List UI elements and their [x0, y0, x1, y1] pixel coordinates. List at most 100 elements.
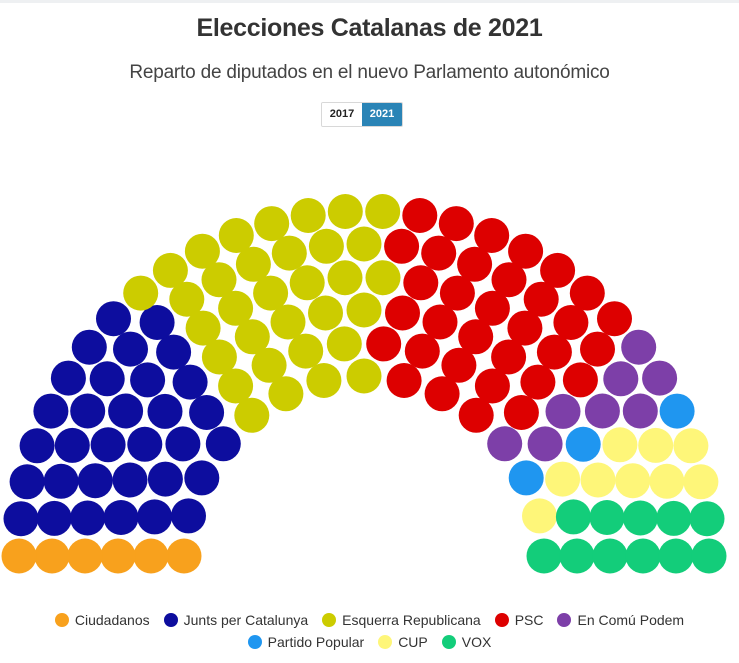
seat-junts-per-catalunya[interactable] — [112, 462, 148, 498]
year-button-2021[interactable]: 2021 — [362, 103, 402, 126]
seat-esquerra-republicana[interactable] — [270, 304, 306, 340]
seat-esquerra-republicana[interactable] — [234, 397, 270, 433]
seat-junts-per-catalunya[interactable] — [127, 426, 163, 462]
legend-item-psc[interactable]: PSC — [494, 612, 543, 628]
seat-vox[interactable] — [559, 538, 595, 574]
seat-esquerra-republicana[interactable] — [152, 252, 188, 288]
seat-esquerra-republicana[interactable] — [327, 260, 363, 296]
seat-esquerra-republicana[interactable] — [185, 310, 221, 346]
seat-junts-per-catalunya[interactable] — [54, 427, 90, 463]
seat-junts-per-catalunya[interactable] — [77, 463, 113, 499]
seat-psc[interactable] — [424, 376, 460, 412]
seat-esquerra-republicana[interactable] — [235, 246, 271, 282]
seat-vox[interactable] — [689, 501, 725, 537]
seat-psc[interactable] — [439, 275, 475, 311]
seat-cup[interactable] — [638, 427, 674, 463]
seat-junts-per-catalunya[interactable] — [108, 393, 144, 429]
seat-ciudadanos[interactable] — [34, 538, 70, 574]
seat-psc[interactable] — [491, 262, 527, 298]
seat-partido-popular[interactable] — [659, 393, 695, 429]
seat-psc[interactable] — [422, 304, 458, 340]
seat-psc[interactable] — [523, 281, 559, 317]
seat-esquerra-republicana[interactable] — [234, 319, 270, 355]
seat-psc[interactable] — [474, 290, 510, 326]
seat-en-com-podem[interactable] — [622, 393, 658, 429]
seat-psc[interactable] — [457, 246, 493, 282]
seat-psc[interactable] — [491, 339, 527, 375]
seat-esquerra-republicana[interactable] — [218, 368, 254, 404]
seat-esquerra-republicana[interactable] — [308, 295, 343, 331]
seat-psc[interactable] — [386, 363, 422, 398]
seat-vox[interactable] — [625, 538, 661, 574]
seat-esquerra-republicana[interactable] — [184, 233, 220, 269]
seat-psc[interactable] — [562, 362, 598, 398]
seat-cup[interactable] — [649, 463, 685, 499]
legend-item-junts[interactable]: Junts per Catalunya — [163, 612, 308, 628]
seat-junts-per-catalunya[interactable] — [165, 426, 201, 462]
seat-esquerra-republicana[interactable] — [365, 194, 401, 229]
seat-en-com-podem[interactable] — [584, 393, 620, 429]
seat-esquerra-republicana[interactable] — [271, 235, 307, 271]
seat-junts-per-catalunya[interactable] — [113, 331, 148, 367]
seat-junts-per-catalunya[interactable] — [205, 426, 241, 462]
seat-vox[interactable] — [589, 500, 625, 535]
seat-cup[interactable] — [683, 464, 719, 500]
seat-junts-per-catalunya[interactable] — [89, 361, 125, 397]
seat-ciudadanos[interactable] — [100, 538, 136, 574]
seat-esquerra-republicana[interactable] — [308, 228, 344, 264]
seat-en-com-podem[interactable] — [545, 393, 581, 429]
legend-item-erc[interactable]: Esquerra Republicana — [322, 612, 481, 628]
legend-item-ciudadanos[interactable]: Ciudadanos — [54, 612, 150, 628]
seat-ciudadanos[interactable] — [1, 538, 37, 574]
seat-esquerra-republicana[interactable] — [251, 347, 287, 383]
seat-en-com-podem[interactable] — [487, 426, 523, 462]
seat-psc[interactable] — [441, 347, 477, 383]
seat-vox[interactable] — [526, 538, 562, 574]
seat-psc[interactable] — [569, 275, 605, 311]
seat-esquerra-republicana[interactable] — [201, 262, 237, 298]
seat-junts-per-catalunya[interactable] — [70, 393, 106, 429]
seat-junts-per-catalunya[interactable] — [36, 500, 72, 536]
seat-cup[interactable] — [673, 428, 709, 464]
seat-junts-per-catalunya[interactable] — [71, 329, 107, 365]
seat-junts-per-catalunya[interactable] — [156, 334, 192, 370]
seat-cup[interactable] — [580, 462, 616, 498]
seat-psc[interactable] — [438, 206, 474, 242]
legend-item-pp[interactable]: Partido Popular — [247, 634, 364, 650]
seat-psc[interactable] — [366, 326, 402, 362]
seat-esquerra-republicana[interactable] — [288, 333, 324, 369]
seat-psc[interactable] — [580, 331, 615, 367]
seat-psc[interactable] — [553, 305, 589, 340]
seat-psc[interactable] — [508, 233, 544, 269]
seat-junts-per-catalunya[interactable] — [184, 460, 220, 496]
legend-item-vox[interactable]: VOX — [441, 634, 491, 650]
seat-esquerra-republicana[interactable] — [254, 206, 290, 242]
seat-en-com-podem[interactable] — [621, 329, 657, 365]
seat-psc[interactable] — [385, 295, 420, 331]
seat-vox[interactable] — [622, 500, 658, 536]
seat-junts-per-catalunya[interactable] — [130, 362, 166, 398]
seat-en-com-podem[interactable] — [603, 361, 639, 397]
seat-cup[interactable] — [615, 463, 651, 499]
seat-esquerra-republicana[interactable] — [218, 290, 254, 326]
seat-junts-per-catalunya[interactable] — [171, 498, 206, 534]
seat-psc[interactable] — [458, 397, 494, 433]
seat-junts-per-catalunya[interactable] — [147, 461, 183, 497]
seat-cup[interactable] — [522, 498, 557, 534]
seat-esquerra-republicana[interactable] — [218, 218, 254, 253]
seat-partido-popular[interactable] — [508, 460, 544, 496]
seat-esquerra-republicana[interactable] — [169, 281, 205, 317]
seat-esquerra-republicana[interactable] — [253, 275, 289, 311]
seat-ciudadanos[interactable] — [166, 538, 202, 574]
seat-psc[interactable] — [404, 333, 440, 369]
seat-junts-per-catalunya[interactable] — [147, 393, 183, 429]
seat-junts-per-catalunya[interactable] — [50, 360, 86, 396]
seat-vox[interactable] — [656, 500, 692, 536]
seat-en-com-podem[interactable] — [642, 360, 678, 396]
seat-junts-per-catalunya[interactable] — [139, 305, 175, 340]
seat-esquerra-republicana[interactable] — [346, 226, 382, 262]
seat-psc[interactable] — [384, 228, 420, 264]
seat-psc[interactable] — [520, 364, 556, 400]
seat-junts-per-catalunya[interactable] — [103, 500, 139, 535]
seat-psc[interactable] — [474, 218, 510, 253]
